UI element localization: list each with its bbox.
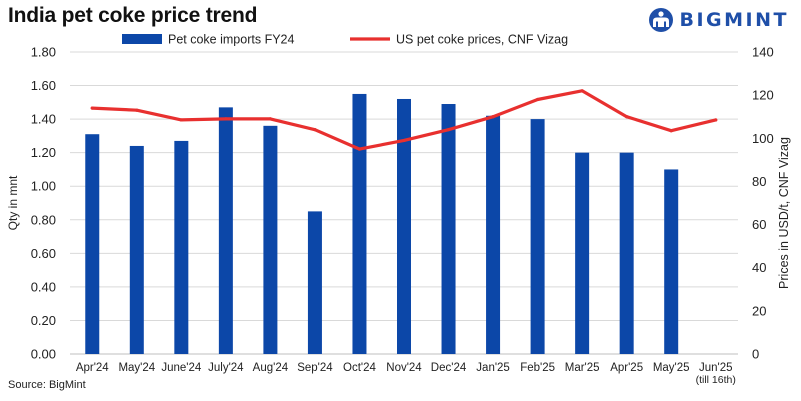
y2-axis-tick-label: 80 — [752, 174, 766, 189]
brand-wordmark: BIGMINT — [679, 9, 789, 31]
x-axis-tick-label: May'24 — [118, 362, 155, 374]
bar-pet-coke-imports — [129, 145, 144, 354]
line-point-us-pet-coke-prices — [625, 115, 629, 119]
line-point-us-pet-coke-prices — [268, 117, 272, 121]
legend-label-line: US pet coke prices, CNF Vizag — [396, 33, 568, 47]
x-axis-tick-sublabel: (till 16th) — [696, 374, 736, 386]
y2-axis-title: Prices in USD/t, CNF Vizag — [777, 137, 791, 289]
x-axis-tick-label: Oct'24 — [343, 362, 376, 374]
y2-axis-tick-label: 120 — [752, 88, 774, 103]
x-axis-tick-label: Mar'25 — [565, 362, 600, 374]
line-point-us-pet-coke-prices — [536, 97, 540, 102]
x-axis-tick-label: June'24 — [161, 362, 202, 374]
line-point-us-pet-coke-prices — [714, 118, 718, 122]
legend-label-bars: Pet coke imports FY24 — [168, 33, 294, 47]
y-axis-tick-label: 0.80 — [31, 212, 56, 227]
line-point-us-pet-coke-prices — [580, 89, 584, 93]
bar-pet-coke-imports — [218, 107, 233, 354]
bar-pet-coke-imports — [486, 115, 501, 354]
x-axis-tick-label: Aug'24 — [253, 362, 289, 374]
bar-pet-coke-imports — [619, 152, 634, 354]
y2-axis-tick-label: 100 — [752, 131, 774, 146]
x-axis-tick-label: Apr'24 — [76, 362, 109, 374]
y-axis-tick-label: 0.00 — [31, 347, 56, 362]
y2-axis-tick-label: 0 — [752, 347, 759, 362]
y-axis-tick-label: 1.80 — [31, 45, 56, 60]
x-axis-tick-label: Dec'24 — [431, 362, 467, 374]
y2-axis-tick-label: 40 — [752, 260, 766, 275]
bar-pet-coke-imports — [85, 134, 100, 354]
y2-axis-tick-label: 20 — [752, 303, 766, 318]
x-axis-tick-label: Apr'25 — [610, 362, 643, 374]
bigmint-logo-icon — [648, 8, 673, 32]
bar-pet-coke-imports — [263, 125, 278, 354]
x-axis-tick-label: Sep'24 — [297, 362, 333, 374]
bar-pet-coke-imports — [352, 93, 367, 354]
x-axis-tick-label: May'25 — [653, 362, 690, 374]
line-point-us-pet-coke-prices — [179, 118, 183, 122]
y-axis-tick-label: 0.40 — [31, 279, 56, 294]
bar-pet-coke-imports — [575, 152, 590, 354]
x-axis-tick-label: July'24 — [208, 362, 244, 374]
bar-pet-coke-imports — [307, 211, 322, 354]
line-point-us-pet-coke-prices — [402, 138, 406, 143]
bar-pet-coke-imports — [174, 140, 189, 354]
bar-pet-coke-imports — [530, 119, 545, 354]
line-point-us-pet-coke-prices — [491, 115, 495, 119]
bigmint-logo: BIGMINT — [648, 6, 790, 34]
line-point-us-pet-coke-prices — [90, 106, 94, 110]
line-point-us-pet-coke-prices — [313, 128, 317, 132]
x-axis-tick-label: Jan'25 — [476, 362, 510, 374]
y-axis-tick-label: 1.20 — [31, 145, 56, 160]
line-point-us-pet-coke-prices — [135, 108, 139, 112]
x-axis-tick-label: Nov'24 — [386, 362, 422, 374]
y-axis-tick-label: 1.60 — [31, 78, 56, 93]
line-point-us-pet-coke-prices — [669, 129, 673, 133]
line-point-us-pet-coke-prices — [357, 147, 362, 151]
y2-axis-tick-label: 140 — [752, 45, 774, 60]
y-axis-tick-label: 1.40 — [31, 112, 56, 127]
bar-pet-coke-imports — [397, 98, 411, 354]
x-axis-tick-label: Feb'25 — [520, 362, 555, 374]
y-axis-title: Qty in mnt — [6, 175, 20, 230]
source-note: Source: BigMint — [8, 379, 86, 391]
bar-pet-coke-imports — [664, 169, 679, 354]
chart-title: India pet coke price trend — [8, 4, 258, 27]
x-axis-tick-label: Jun'25 — [699, 362, 733, 374]
line-point-us-pet-coke-prices — [446, 128, 451, 132]
legend-swatch-bars — [122, 34, 162, 44]
y2-axis-tick-label: 60 — [752, 217, 766, 232]
y-axis-tick-label: 0.60 — [31, 246, 56, 261]
y-axis-tick-label: 1.00 — [31, 179, 56, 194]
line-point-us-pet-coke-prices — [224, 117, 228, 121]
bar-pet-coke-imports — [441, 104, 456, 354]
y-axis-tick-label: 0.20 — [31, 313, 56, 328]
